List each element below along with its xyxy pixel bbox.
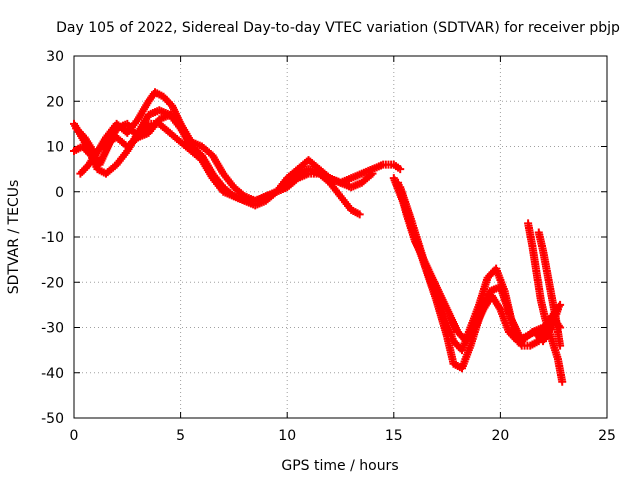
y-axis-label: SDTVAR / TECUs (6, 180, 22, 295)
data-point (556, 300, 565, 309)
axis-ticks (73, 55, 608, 419)
data-markers (70, 88, 567, 386)
x-tick-label: 15 (385, 428, 403, 444)
y-tick-label: 20 (46, 94, 64, 110)
grid (74, 56, 607, 418)
y-tick-label: -50 (41, 411, 64, 427)
data-point (556, 341, 565, 350)
series-track-d (72, 110, 185, 169)
x-tick-label: 0 (70, 428, 79, 444)
y-tick-label: -10 (41, 230, 64, 246)
x-axis-label: GPS time / hours (281, 458, 398, 474)
y-tick-label: -30 (41, 321, 64, 337)
series-track-g (396, 183, 565, 355)
y-tick-label: 30 (46, 49, 64, 65)
y-tick-label: -40 (41, 366, 64, 382)
y-tick-label: 0 (55, 185, 64, 201)
x-tick-label: 10 (278, 428, 296, 444)
x-tick-label: 25 (598, 428, 616, 444)
y-tick-labels: -50 -40 -30 -20 -10 0 10 20 30 (41, 49, 64, 427)
data-point (396, 165, 405, 174)
x-tick-labels: 0 5 10 15 20 25 (70, 428, 616, 444)
x-tick-label: 20 (491, 428, 509, 444)
data-point (558, 377, 567, 386)
y-tick-label: 10 (46, 140, 64, 156)
series-track-h (524, 219, 567, 386)
series-track-c (76, 119, 377, 205)
series-track-i (534, 228, 565, 350)
data-point (368, 169, 377, 178)
data-point (176, 119, 185, 128)
x-tick-label: 5 (176, 428, 185, 444)
y-tick-label: -20 (41, 275, 64, 291)
chart-title: Day 105 of 2022, Sidereal Day-to-day VTE… (56, 20, 620, 36)
data-point (355, 210, 364, 219)
